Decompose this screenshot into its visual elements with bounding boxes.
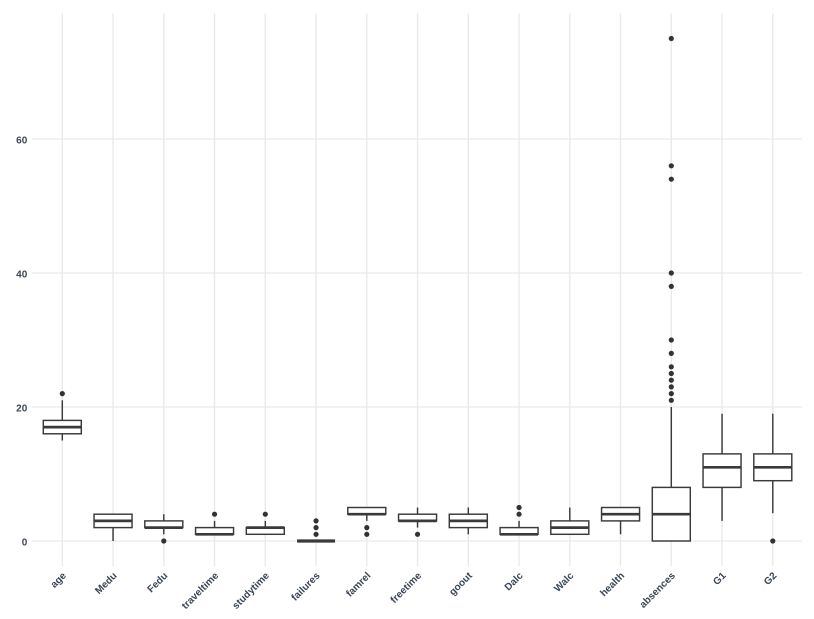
svg-text:60: 60	[16, 136, 28, 147]
svg-text:0: 0	[22, 538, 28, 549]
svg-text:40: 40	[16, 270, 28, 281]
svg-text:20: 20	[16, 404, 28, 415]
